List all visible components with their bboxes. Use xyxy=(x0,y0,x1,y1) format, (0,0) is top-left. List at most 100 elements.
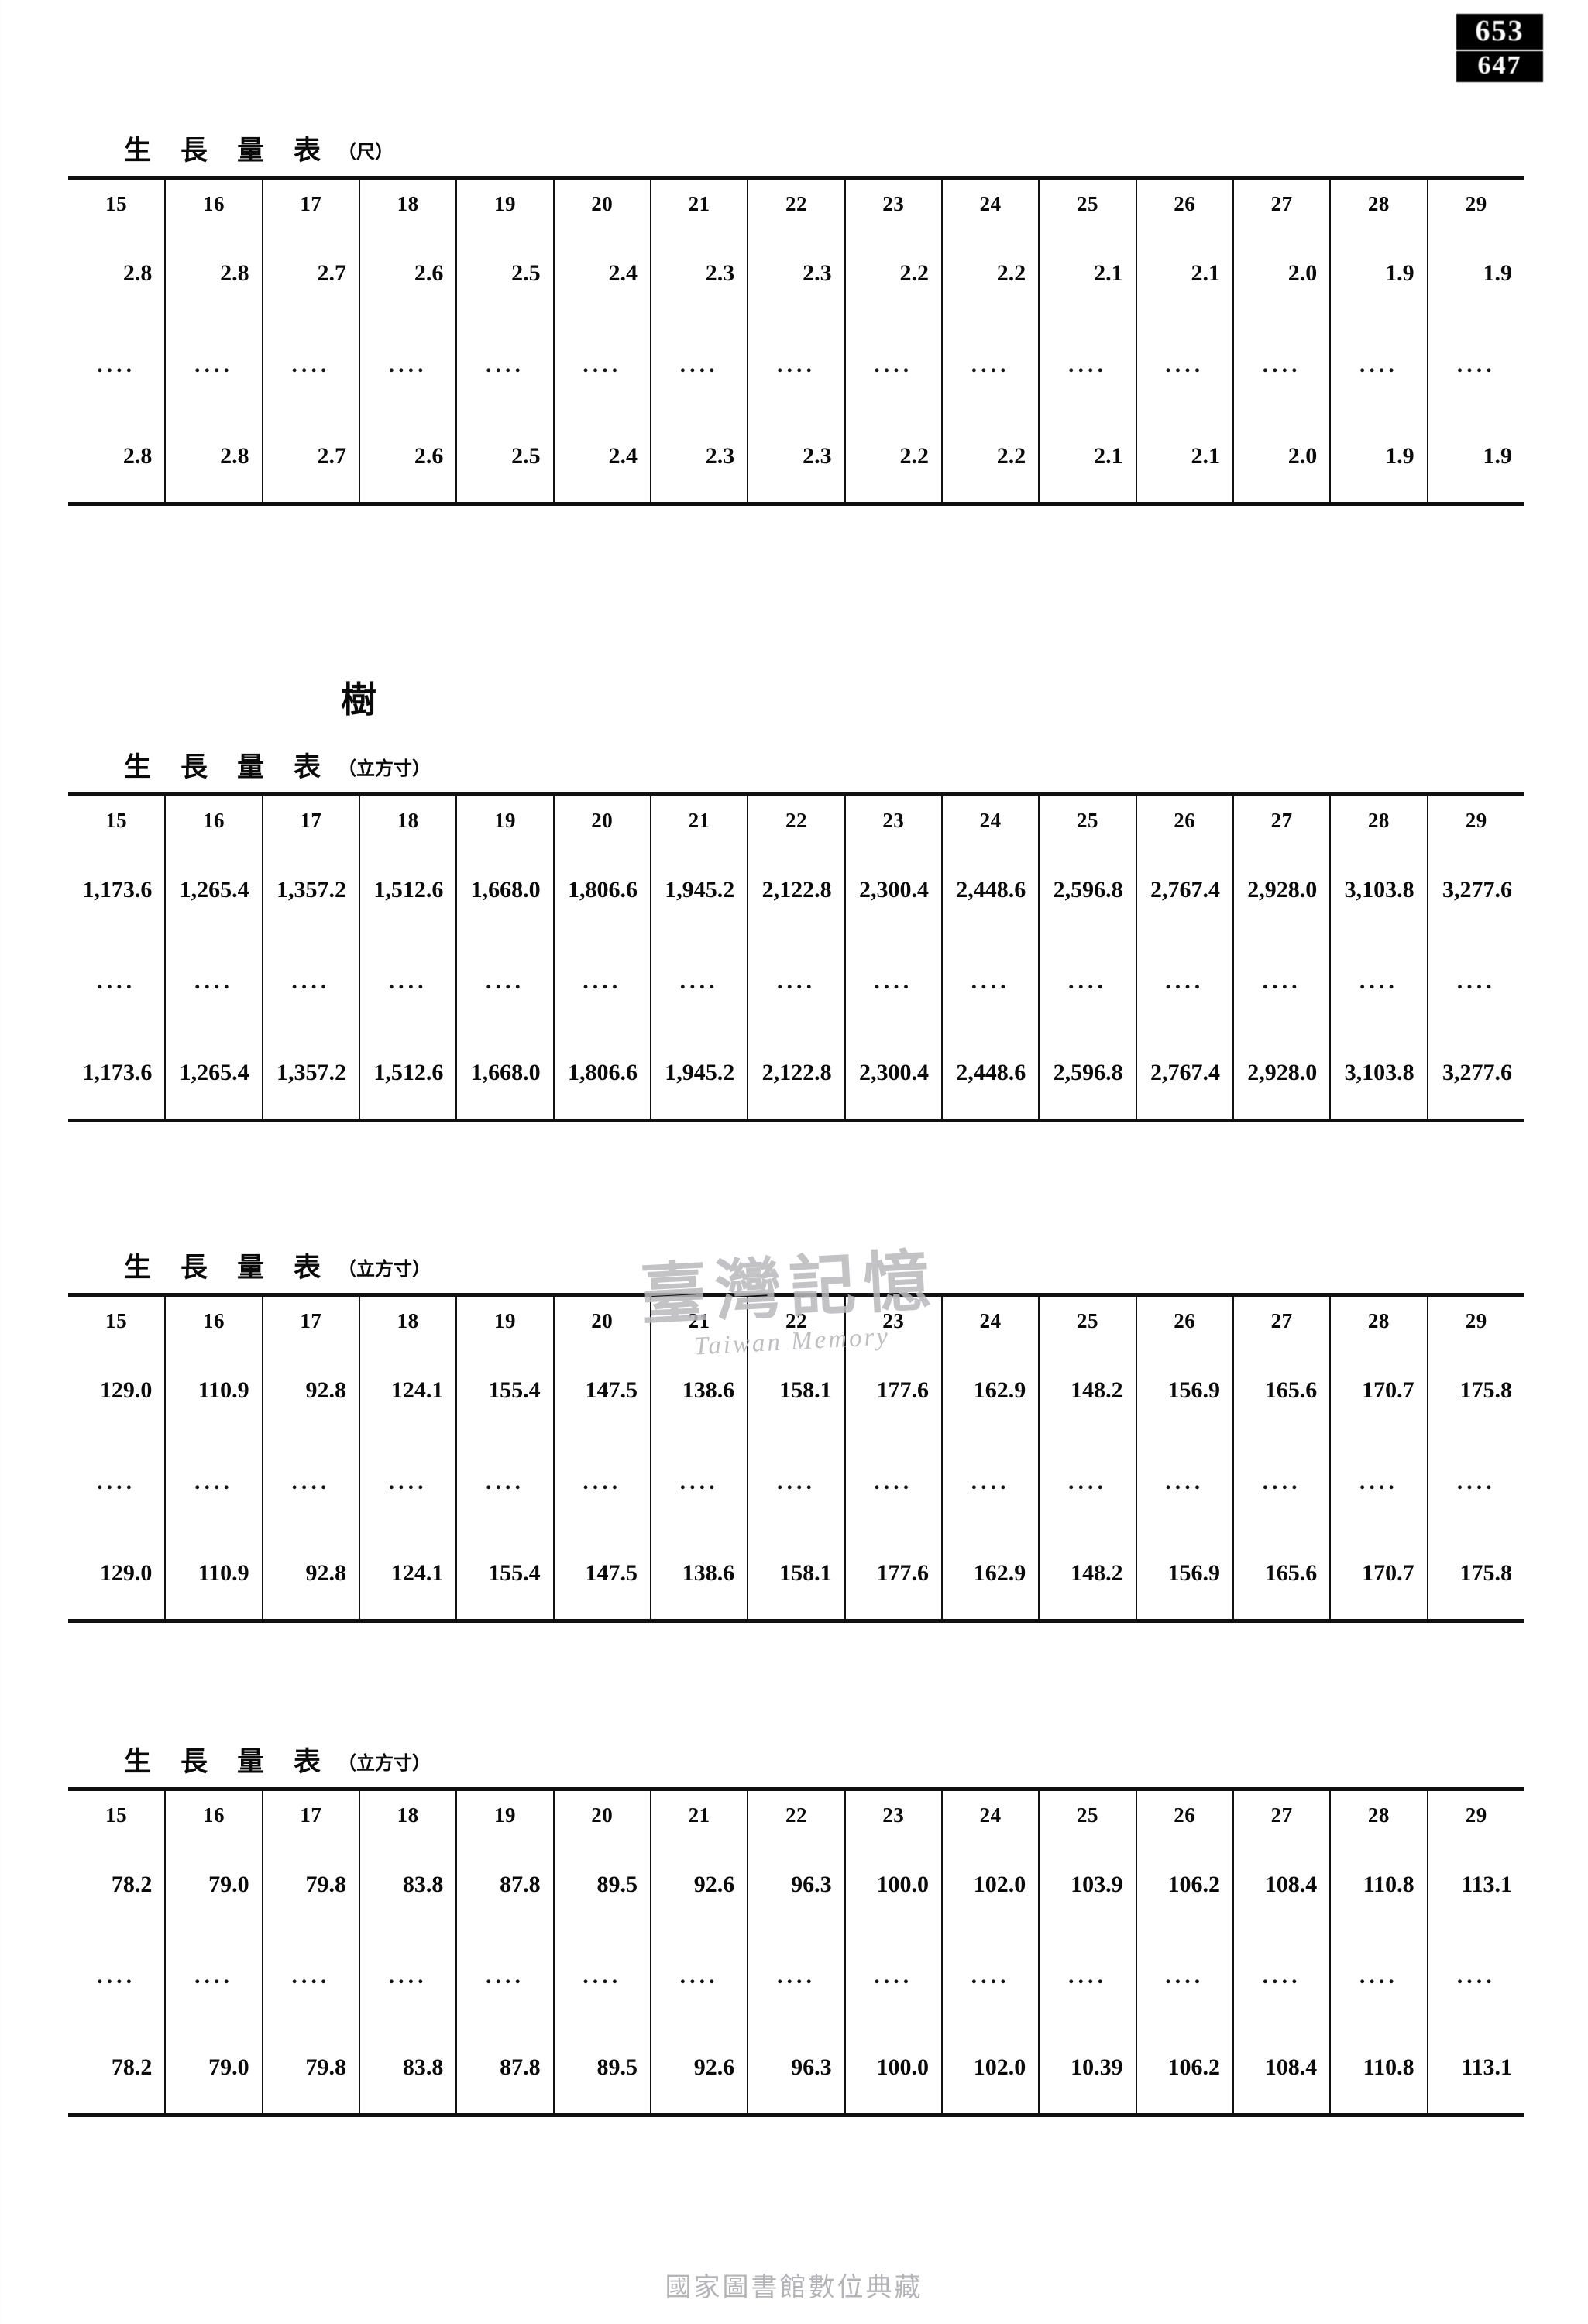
cell-ellipsis: .... xyxy=(164,319,263,411)
cell-ellipsis: .... xyxy=(1038,319,1136,411)
data-cell: 2,122.8 xyxy=(747,844,845,936)
column-header-27: 27 xyxy=(1232,1294,1331,1345)
data-cell: 1,357.2 xyxy=(261,844,359,936)
column-header-19: 19 xyxy=(455,794,554,844)
data-cell: 1,512.6 xyxy=(358,1027,457,1119)
data-cell: 129.0 xyxy=(99,1377,153,1403)
data-cell: 3,277.6 xyxy=(1426,844,1524,936)
data-cell: 3,103.8 xyxy=(1329,1027,1428,1119)
table-row-ellipsis: ........................................… xyxy=(68,1930,1524,2022)
data-cell: 110.8 xyxy=(1329,2022,1428,2113)
data-cell: 2,928.0 xyxy=(1232,1027,1331,1119)
column-header-26: 26 xyxy=(1135,1294,1233,1345)
data-cell: 96.3 xyxy=(747,1839,845,1930)
column-header-21: 21 xyxy=(649,1789,748,1839)
column-header-28: 28 xyxy=(1329,177,1428,228)
cell-ellipsis: .... xyxy=(649,936,748,1027)
column-header-16: 16 xyxy=(164,177,263,228)
data-cell: 2.2 xyxy=(940,411,1040,502)
data-cell: 102.0 xyxy=(940,2022,1040,2113)
data-cell: 103.9 xyxy=(1038,1839,1136,1930)
data-cell: 2.2 xyxy=(844,228,942,319)
data-cell: 2.3 xyxy=(747,411,845,502)
data-cell: 2,122.8 xyxy=(747,1027,845,1119)
column-header-29: 29 xyxy=(1426,1789,1524,1839)
column-header-16: 16 xyxy=(164,794,263,844)
data-cell: 124.1 xyxy=(358,1345,457,1436)
cell-ellipsis: .... xyxy=(261,319,359,411)
table-head-4: 15 16 17 18 19 20 21 22 23 24 25 26 27 28 29 xyxy=(68,1789,1524,1839)
data-cell: 2.1 xyxy=(1038,411,1136,502)
table-caption-3: 生長量表 （立方寸） xyxy=(68,1253,1524,1282)
data-cell: 110.8 xyxy=(1329,1839,1428,1930)
table-head-1: 15 16 17 18 19 20 21 22 23 24 25 26 27 28 29 xyxy=(68,177,1524,228)
column-header-16: 16 xyxy=(164,1789,263,1839)
column-header-18: 18 xyxy=(358,177,457,228)
caption-word-4: 表 xyxy=(294,1747,321,1778)
table-row: 129.0 110.9 92.8 124.1 155.4 147.5 138.6 158.1 1… xyxy=(68,1528,1524,1619)
data-cell: 165.6 xyxy=(1232,1345,1331,1436)
data-cell: 1,265.4 xyxy=(164,844,263,936)
data-cell: 2,300.4 xyxy=(844,1027,942,1119)
column-header-16: 16 xyxy=(164,1294,263,1345)
data-cell: 106.2 xyxy=(1135,1839,1233,1930)
caption-word-2: 長 xyxy=(180,1253,208,1284)
caption-word-3: 量 xyxy=(237,1253,265,1284)
data-cell: 2.0 xyxy=(1232,228,1331,319)
data-cell: 2.5 xyxy=(455,411,554,502)
caption-word-2: 長 xyxy=(180,752,208,783)
data-cell: 1,806.6 xyxy=(552,844,651,936)
column-header-22: 22 xyxy=(747,794,845,844)
data-cell: 1,357.2 xyxy=(261,1027,359,1119)
cell-ellipsis: .... xyxy=(1329,319,1428,411)
column-header-20: 20 xyxy=(552,1294,651,1345)
column-header-21: 21 xyxy=(649,177,748,228)
data-cell: 110.9 xyxy=(164,1345,263,1436)
table-row: 78.2 79.0 79.8 83.8 87.8 89.5 92.6 96.3 100.0 102… xyxy=(68,1839,1524,1930)
cell-ellipsis: .... xyxy=(358,936,457,1027)
column-header-19: 19 xyxy=(455,1789,554,1839)
column-header-17: 17 xyxy=(261,1294,359,1345)
cell-ellipsis: .... xyxy=(1135,1436,1233,1528)
data-cell: 2.7 xyxy=(261,411,359,502)
data-cell: 170.7 xyxy=(1329,1528,1428,1619)
data-cell: 2.3 xyxy=(747,228,845,319)
column-header-17: 17 xyxy=(261,794,359,844)
data-cell: 147.5 xyxy=(552,1345,651,1436)
data-cell: 92.6 xyxy=(649,2022,748,2113)
column-header-24: 24 xyxy=(940,1294,1040,1345)
column-header-27: 27 xyxy=(1232,794,1331,844)
column-header-25: 25 xyxy=(1038,177,1136,228)
data-cell: 2.1 xyxy=(1038,228,1136,319)
column-header-22: 22 xyxy=(747,1294,845,1345)
data-cell: 2,767.4 xyxy=(1135,1027,1233,1119)
column-header-23: 23 xyxy=(844,1789,942,1839)
table-head-3: 15 16 17 18 19 20 21 22 23 24 25 26 27 28 29 xyxy=(68,1294,1524,1345)
data-cell: 1,173.6 xyxy=(82,877,153,902)
cell-ellipsis: .... xyxy=(552,319,651,411)
cell-ellipsis: .... xyxy=(649,1436,748,1528)
data-cell: 138.6 xyxy=(649,1528,748,1619)
cell-ellipsis: .... xyxy=(1329,1436,1428,1528)
table-row: 129.0 110.9 92.8 124.1 155.4 147.5 138.6 158.1 1… xyxy=(68,1345,1524,1436)
data-cell: 1,265.4 xyxy=(164,1027,263,1119)
cell-ellipsis: .... xyxy=(940,1436,1040,1528)
data-cell: 79.0 xyxy=(164,1839,263,1930)
data-cell: 2.2 xyxy=(940,228,1040,319)
cell-ellipsis: .... xyxy=(747,936,845,1027)
data-cell: 1,945.2 xyxy=(649,1027,748,1119)
caption-word-3: 量 xyxy=(237,136,265,167)
data-cell: 162.9 xyxy=(940,1345,1040,1436)
data-cell: 165.6 xyxy=(1232,1528,1331,1619)
data-cell: 148.2 xyxy=(1038,1345,1136,1436)
data-cell: 2,448.6 xyxy=(940,844,1040,936)
column-header-25: 25 xyxy=(1038,1789,1136,1839)
table-caption-1: 生長量表 （尺） xyxy=(68,136,1524,165)
data-cell: 2.1 xyxy=(1135,411,1233,502)
cell-ellipsis: .... xyxy=(552,1930,651,2022)
cell-ellipsis: .... xyxy=(747,319,845,411)
data-cell: 108.4 xyxy=(1232,2022,1331,2113)
data-cell: 170.7 xyxy=(1329,1345,1428,1436)
growth-table-block-3: 生長量表 （立方寸） 15 16 17 18 19 20 21 22 23 24 25 26 27 28 29… xyxy=(68,1253,1524,1623)
